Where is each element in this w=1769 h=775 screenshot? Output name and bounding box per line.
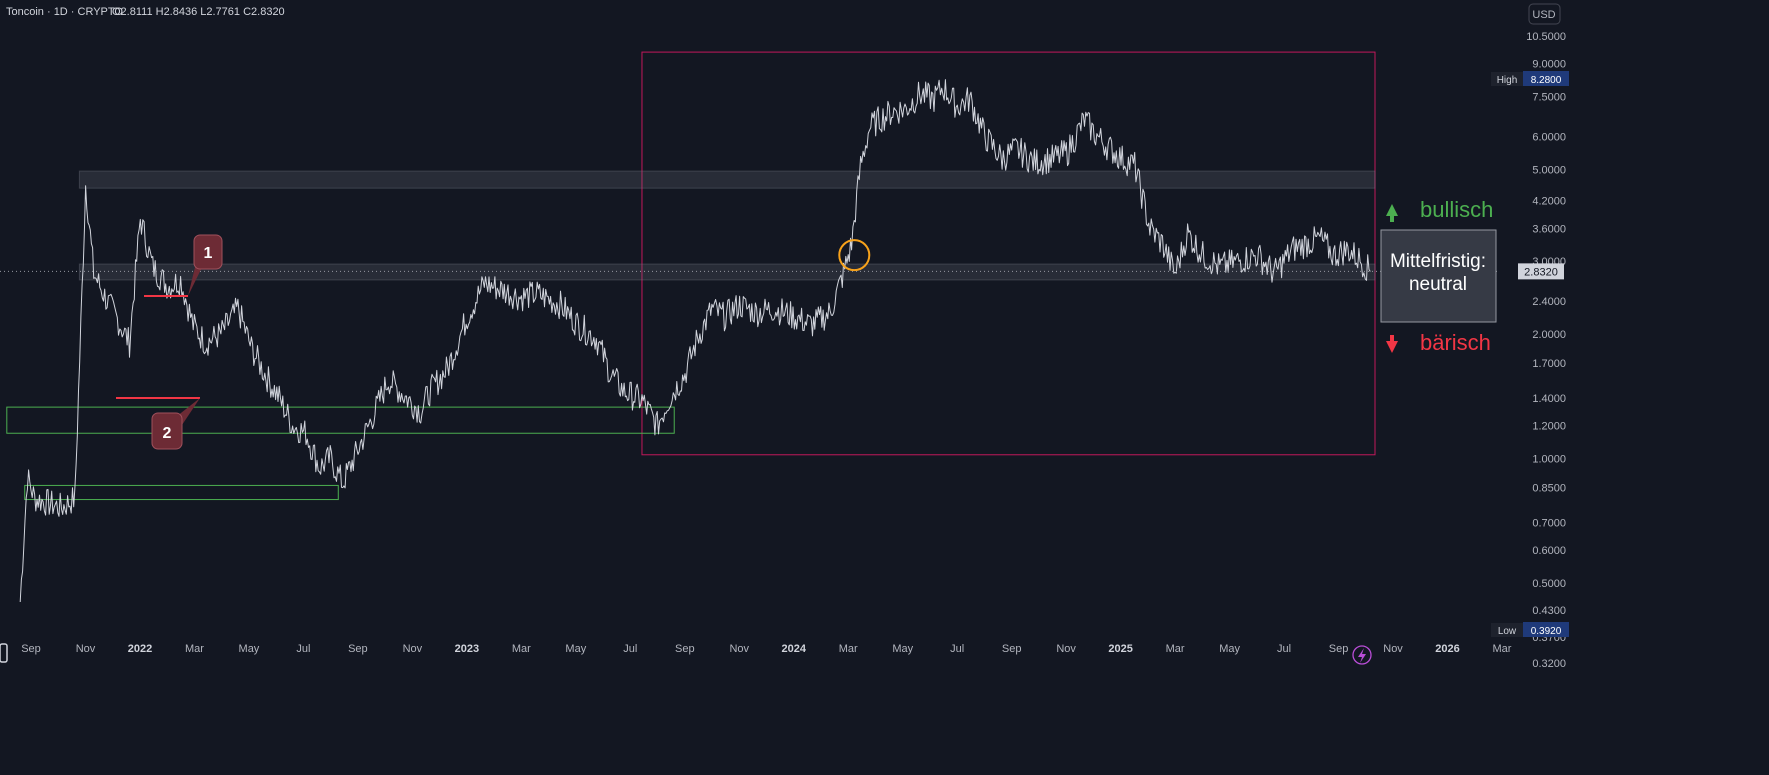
low-label-bg	[1491, 623, 1523, 637]
ohlc-values: O2.8111 H2.8436 L2.7761 C2.8320	[112, 6, 285, 18]
time-tick-12: Sep	[675, 643, 695, 655]
time-tick-25: Nov	[1383, 643, 1403, 655]
last-price-value: 2.8320	[1524, 266, 1558, 278]
time-tick-22: May	[1219, 643, 1240, 655]
price-tick-20: 0.3200	[1532, 658, 1566, 670]
outlook-box	[1380, 229, 1497, 323]
high-value-bg	[1523, 71, 1569, 86]
scroll-left-icon[interactable]	[0, 643, 8, 663]
marker-2-text: 2	[163, 425, 172, 442]
outlook-line-2: neutral	[1409, 274, 1467, 295]
time-tick-15: Mar	[839, 643, 858, 655]
time-tick-3: Mar	[185, 643, 204, 655]
time-tick-17: Jul	[950, 643, 964, 655]
highlight-circle	[838, 239, 871, 272]
currency-button[interactable]	[1528, 3, 1561, 25]
marker-1[interactable]: 1	[144, 234, 223, 297]
price-tick-6: 3.6000	[1532, 223, 1566, 235]
zone-range_box-0	[641, 51, 1376, 456]
price-tick-5: 4.2000	[1532, 196, 1566, 208]
time-tick-9: Mar	[512, 643, 531, 655]
time-tick-20: 2025	[1108, 643, 1132, 655]
marker-1-badge	[193, 234, 223, 270]
outlook-annotation[interactable]: bullisch Mittelfristig: neutral bärisch	[1380, 197, 1497, 355]
low-badge: Low 0.3920	[1491, 622, 1569, 637]
price-tick-15: 0.7000	[1532, 517, 1566, 529]
high-label-bg	[1491, 72, 1523, 86]
symbol-legend[interactable]: Toncoin · 1D · CRYPTO	[6, 6, 123, 18]
low-label: Low	[1498, 626, 1517, 637]
price-tick-18: 0.4300	[1532, 605, 1566, 617]
marker-2[interactable]: 2	[116, 397, 200, 450]
price-tick-9: 2.0000	[1532, 329, 1566, 341]
time-axis-bg	[0, 640, 1523, 675]
high-label: High	[1497, 75, 1518, 86]
price-tick-0: 10.5000	[1526, 31, 1566, 43]
chart-legend[interactable]: Toncoin · 1D · CRYPTO O2.8111 H2.8436 L2…	[6, 6, 285, 18]
price-tick-16: 0.6000	[1532, 545, 1566, 557]
time-tick-13: Nov	[729, 643, 749, 655]
zone-support_box-3	[6, 406, 675, 434]
time-tick-2: 2022	[128, 643, 152, 655]
price-axis[interactable]: USD 10.5000 9.0000 7.5000 6.0000 5.0000 4.200…	[1491, 0, 1769, 775]
time-tick-10: May	[565, 643, 586, 655]
price-tick-4: 5.0000	[1532, 164, 1566, 176]
time-tick-5: Jul	[296, 643, 310, 655]
time-tick-4: May	[239, 643, 260, 655]
last-price-bg	[1518, 263, 1564, 280]
high-value: 8.2800	[1531, 75, 1562, 86]
price-tick-1: 9.0000	[1532, 59, 1566, 71]
time-tick-6: Sep	[348, 643, 368, 655]
price-axis-bg	[1523, 0, 1769, 775]
zone-support_band-2	[78, 263, 1376, 281]
outlook-line-1: Mittelfristig:	[1390, 251, 1486, 272]
time-tick-27: Mar	[1493, 643, 1512, 655]
zone-support_box-4	[24, 484, 339, 501]
price-tick-10: 1.7000	[1532, 358, 1566, 370]
marker-2-badge	[151, 412, 183, 450]
bullish-label: bullisch	[1420, 197, 1493, 222]
time-tick-26: 2026	[1435, 643, 1459, 655]
price-tick-14: 0.8500	[1532, 483, 1566, 495]
time-tick-11: Jul	[623, 643, 637, 655]
time-tick-1: Nov	[76, 643, 96, 655]
time-tick-8: 2023	[455, 643, 479, 655]
price-tick-8: 2.4000	[1532, 296, 1566, 308]
price-tick-11: 1.4000	[1532, 393, 1566, 405]
bearish-label: bärisch	[1420, 330, 1491, 355]
low-value: 0.3920	[1531, 626, 1562, 637]
bullish-arrow-icon	[1386, 204, 1398, 222]
marker-1-text: 1	[204, 245, 213, 262]
time-tick-21: Mar	[1166, 643, 1185, 655]
price-tick-3: 6.0000	[1532, 132, 1566, 144]
time-axis[interactable]: Sep Nov 2022 Mar May Jul Sep Nov 2023 Mar May Jul Se…	[0, 640, 1523, 675]
price-tick-12: 1.2000	[1532, 421, 1566, 433]
price-tick-17: 0.5000	[1532, 578, 1566, 590]
time-tick-18: Sep	[1002, 643, 1022, 655]
price-layer	[19, 79, 1371, 603]
zone-resistance_band-1	[78, 170, 1376, 189]
last-price-badge: 2.8320	[1518, 263, 1564, 280]
low-value-bg	[1523, 622, 1569, 637]
price-tick-13: 1.0000	[1532, 453, 1566, 465]
zones-layer	[6, 51, 1376, 501]
lightning-icon[interactable]	[1352, 645, 1372, 665]
time-tick-19: Nov	[1056, 643, 1076, 655]
time-tick-24: Sep	[1329, 643, 1349, 655]
time-tick-16: May	[892, 643, 913, 655]
time-tick-0: Sep	[21, 643, 41, 655]
currency-button-label: USD	[1532, 9, 1555, 21]
price-series-line	[19, 79, 1371, 603]
time-tick-23: Jul	[1277, 643, 1291, 655]
time-tick-14: 2024	[781, 643, 806, 655]
time-tick-7: Nov	[403, 643, 423, 655]
price-tick-2: 7.5000	[1532, 91, 1566, 103]
high-badge: High 8.2800	[1491, 71, 1569, 86]
price-ticks: 10.5000 9.0000 7.5000 6.0000 5.0000 4.2000 3.6…	[1526, 31, 1566, 670]
time-ticks: Sep Nov 2022 Mar May Jul Sep Nov 2023 Mar May Jul Se…	[21, 643, 1512, 655]
bearish-arrow-icon	[1386, 335, 1398, 353]
